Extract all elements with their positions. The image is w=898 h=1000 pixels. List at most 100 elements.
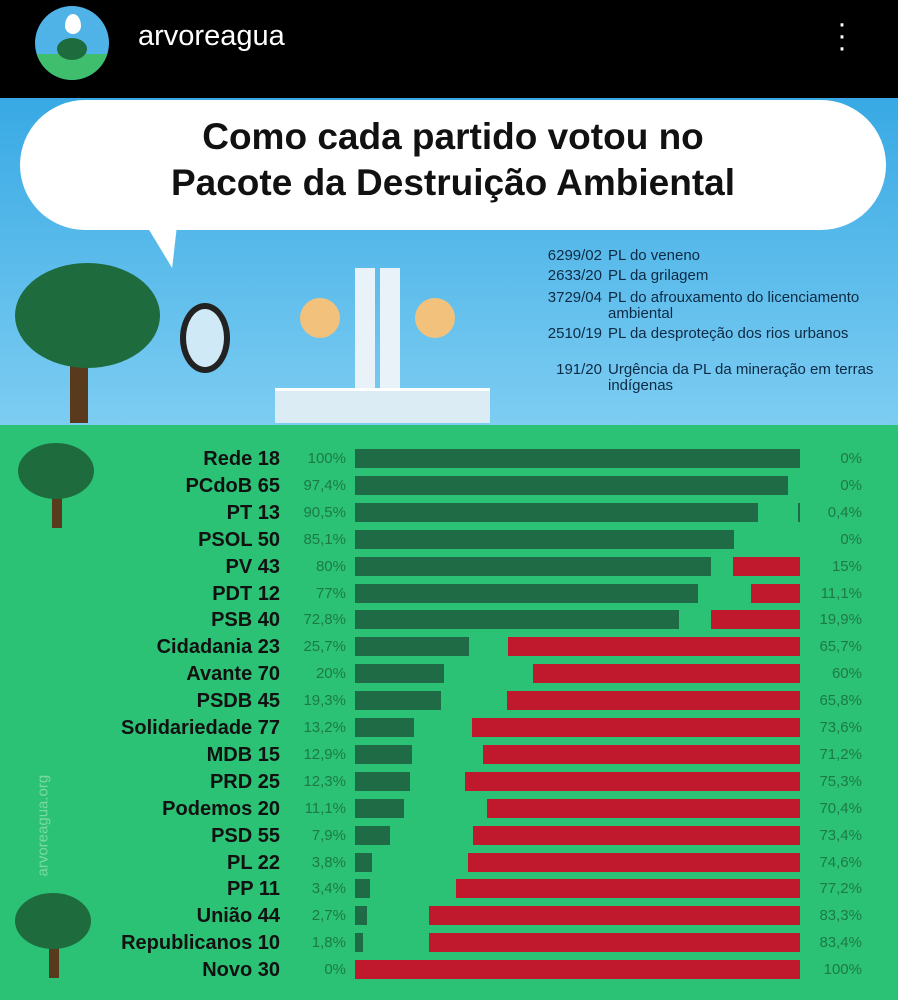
against-bar — [750, 583, 800, 603]
legend-item: 191/20 Urgência da PL da mineração em ter… — [530, 362, 898, 394]
bill-description: Urgência da PL da mineração em terras in… — [608, 361, 874, 394]
bill-description: PL da desproteção dos rios urbanos — [608, 325, 849, 342]
favorable-value-label: 3,4% — [311, 880, 346, 898]
bill-description: PL da grilagem — [608, 267, 709, 284]
favorable-bar — [355, 583, 698, 603]
against-bar — [472, 718, 800, 737]
favorable-value-label: 97,4% — [303, 476, 346, 494]
favorable-bar — [355, 556, 711, 576]
favorable-bar — [355, 502, 758, 522]
favorable-bar — [355, 664, 444, 684]
against-value-label: 65,8% — [819, 692, 862, 710]
favorable-value-label: 85,1% — [303, 530, 346, 548]
against-value-label: 0% — [840, 450, 862, 467]
favorable-bar — [355, 798, 405, 818]
party-label: PSD 55 — [211, 824, 280, 847]
against-bar — [355, 960, 800, 980]
against-value-label: 70,4% — [819, 799, 862, 817]
against-bar — [533, 664, 800, 684]
against-bar — [711, 610, 800, 630]
building-illustration — [275, 268, 490, 423]
against-bar — [456, 879, 800, 899]
against-value-label: 83,3% — [819, 907, 862, 925]
username[interactable]: arvoreagua — [138, 20, 285, 52]
party-label: PRD 25 — [209, 770, 280, 793]
party-label: Cidadania 23 — [156, 636, 280, 659]
legend-item: 2510/19 PL da desproteção dos rios urbano… — [530, 326, 898, 342]
party-label: PP 11 — [226, 878, 280, 901]
against-value-label: 15% — [831, 557, 862, 575]
favorable-bar — [355, 475, 789, 495]
party-label: Republicanos 10 — [121, 932, 280, 955]
favorable-value-label: 0% — [324, 961, 346, 979]
against-value-label: 73,6% — [819, 719, 862, 736]
party-label: MDB 15 — [206, 743, 280, 766]
against-bar — [483, 744, 800, 764]
against-value-label: 19,9% — [819, 611, 862, 629]
favorable-bar — [355, 449, 800, 468]
favorable-bar — [355, 529, 734, 549]
party-label: Avante 70 — [186, 663, 280, 686]
favorable-value-label: 11,1% — [304, 799, 346, 817]
favorable-bar — [355, 744, 413, 764]
title-line-2: Pacote da Destruição Ambiental — [170, 162, 736, 203]
against-bar — [798, 502, 800, 522]
chart-title: Como cada partido votou no Pacote da Des… — [20, 114, 886, 206]
legend-item: 6299/02 PL do veneno — [530, 248, 898, 264]
against-value-label: 0,4% — [827, 503, 862, 521]
party-label: PL 22 — [227, 851, 280, 874]
party-label: Rede 18 — [203, 448, 280, 470]
against-value-label: 0% — [840, 476, 862, 494]
against-value-label: 65,7% — [819, 638, 862, 656]
favorable-value-label: 13,2% — [303, 719, 346, 736]
favorable-value-label: 25,7% — [303, 638, 346, 656]
favorable-value-label: 90,5% — [303, 503, 346, 521]
favorable-bar — [355, 610, 679, 630]
angry-tree-icon — [15, 893, 95, 978]
against-bar — [464, 771, 800, 791]
against-value-label: 83,4% — [819, 934, 862, 952]
legend-item: 2633/20 PL da grilagem — [530, 268, 898, 284]
party-label: PCdoB 65 — [185, 474, 280, 497]
happy-tree-icon — [18, 443, 98, 528]
party-label: União 44 — [196, 905, 280, 928]
bill-code: 6299/02 — [547, 247, 602, 264]
party-label: PSDB 45 — [196, 690, 280, 713]
against-value-label: 75,3% — [819, 772, 862, 790]
title-line-1: Como cada partido votou no — [202, 116, 704, 157]
against-value-label: 0% — [840, 530, 862, 548]
infographic: Como cada partido votou no Pacote da Des… — [0, 98, 898, 1000]
favorable-value-label: 2,7% — [311, 907, 346, 925]
against-bar — [486, 798, 800, 818]
favorable-bar — [355, 691, 441, 711]
favorable-bar — [355, 718, 414, 737]
against-value-label: 71,2% — [819, 745, 862, 763]
favorable-value-label: 72,8% — [303, 611, 346, 629]
party-label: PDT 12 — [212, 582, 280, 605]
against-bar — [468, 852, 800, 872]
bill-description: PL do veneno — [608, 247, 701, 264]
favorable-bar — [355, 825, 391, 845]
post-header: arvoreagua · · · — [0, 0, 898, 98]
vertical-ellipsis-icon[interactable]: · · · — [837, 7, 847, 64]
favorable-value-label: 3,8% — [311, 853, 346, 871]
party-label: PSOL 50 — [198, 528, 280, 551]
favorable-bar — [355, 852, 372, 872]
avatar[interactable] — [35, 6, 109, 80]
against-bar — [507, 637, 800, 657]
bill-code: 2633/20 — [547, 267, 602, 284]
against-value-label: 73,4% — [819, 826, 862, 844]
favorable-value-label: 100% — [307, 450, 346, 467]
against-bar — [733, 556, 800, 576]
against-value-label: 60% — [831, 665, 862, 683]
favorable-bar — [355, 879, 371, 899]
bill-code: 2510/19 — [547, 325, 602, 342]
party-label: PT 13 — [226, 501, 280, 524]
party-label: Solidariedade 77 — [121, 717, 280, 739]
against-value-label: 77,2% — [819, 880, 862, 898]
party-label: Podemos 20 — [162, 797, 280, 820]
against-value-label: 100% — [823, 961, 862, 979]
party-label: PV 43 — [225, 555, 280, 578]
bill-code: 191/20 — [556, 361, 602, 378]
tree-with-magnifier-illustration — [15, 263, 235, 423]
